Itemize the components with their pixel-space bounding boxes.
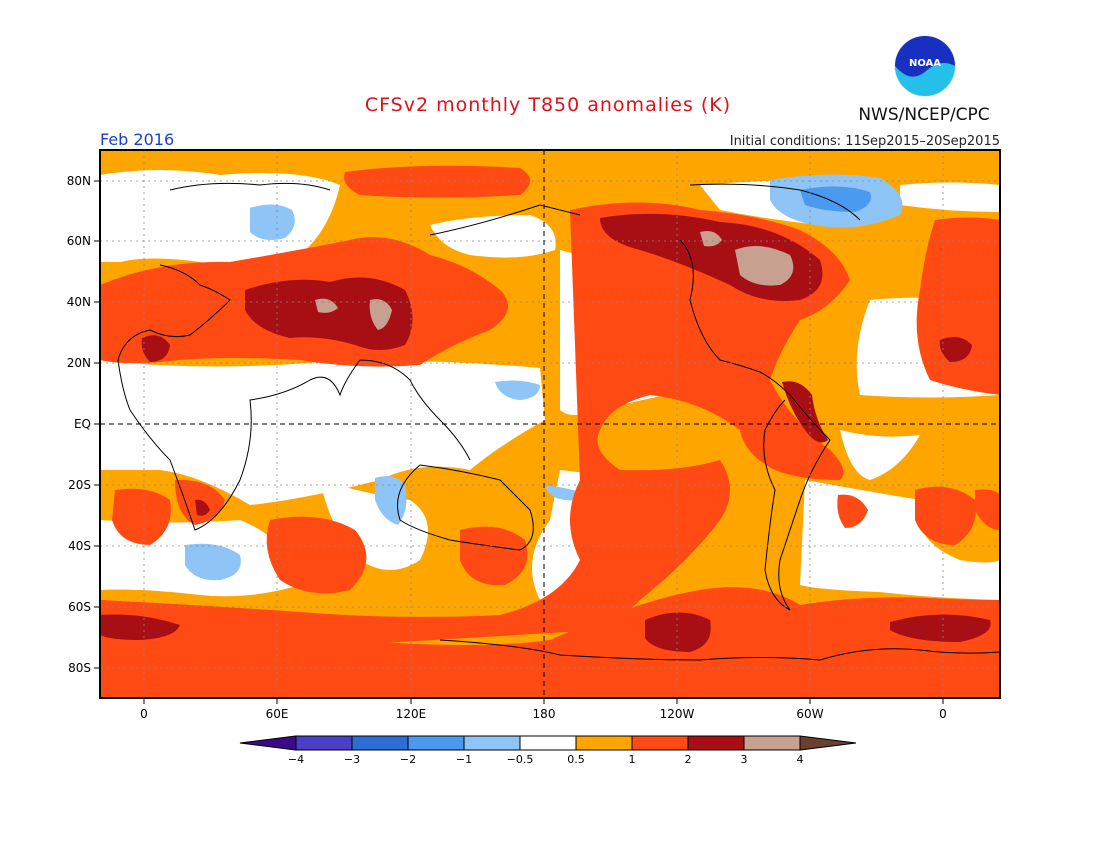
- initial-conditions: Initial conditions: 11Sep2015–20Sep2015: [730, 134, 1000, 149]
- agency-label: NWS/NCEP/CPC: [858, 105, 989, 125]
- warm-anomaly-regions: [100, 165, 1000, 698]
- lat-label: EQ: [74, 417, 91, 431]
- legend-swatch: [351, 735, 409, 751]
- noaa-logo-text: NOAA: [909, 58, 941, 69]
- lat-label: 60S: [68, 600, 91, 614]
- lon-label: 0: [140, 707, 148, 721]
- noaa-logo: NOAA: [894, 35, 956, 97]
- legend-swatch: [631, 735, 689, 751]
- longitude-labels: 0 60E 120E 180 120W 60W 0: [140, 707, 947, 721]
- lat-label: 60N: [67, 234, 91, 248]
- lat-label: 80N: [67, 174, 91, 188]
- legend-swatch: [575, 735, 633, 751]
- lat-label: 20N: [67, 356, 91, 370]
- map-ticks: [94, 180, 944, 704]
- legend-swatch: [295, 735, 353, 751]
- legend-label: 1: [629, 753, 636, 766]
- lat-label: 80S: [68, 661, 91, 675]
- coastlines: [117, 182, 1000, 661]
- valid-month: Feb 2016: [100, 130, 174, 149]
- legend-swatch: [463, 735, 521, 751]
- lat-label: 20S: [68, 478, 91, 492]
- legend-label: 0.5: [567, 753, 585, 766]
- anomaly-map: [100, 150, 1000, 698]
- legend-label: −1: [456, 753, 472, 766]
- color-legend: −4 −3 −2 −1 −0.5 0.5 1 2 3 4: [239, 735, 857, 766]
- latitude-labels: 80N 60N 40N 20N EQ 20S 40S 60S 80S: [67, 174, 91, 675]
- lat-label: 40S: [68, 539, 91, 553]
- legend-label: 4: [797, 753, 804, 766]
- legend-label: −3: [344, 753, 360, 766]
- lat-lon-grid: [100, 150, 1000, 698]
- legend-swatch: [519, 735, 577, 751]
- legend-label: 3: [741, 753, 748, 766]
- legend-arrow-low: [239, 735, 297, 751]
- legend-label: 2: [685, 753, 692, 766]
- legend-label: −0.5: [507, 753, 534, 766]
- lon-label: 60E: [266, 707, 289, 721]
- legend-swatch: [687, 735, 745, 751]
- lat-label: 40N: [67, 295, 91, 309]
- lon-label: 0: [939, 707, 947, 721]
- legend-swatch: [407, 735, 465, 751]
- lon-label: 120W: [660, 707, 695, 721]
- legend-arrow-high: [799, 735, 857, 751]
- legend-label: −4: [288, 753, 304, 766]
- extreme-warm-regions: [315, 231, 794, 330]
- legend-swatch: [743, 735, 801, 751]
- lon-label: 60W: [796, 707, 823, 721]
- legend-label: −2: [400, 753, 416, 766]
- lon-label: 120E: [396, 707, 427, 721]
- chart-title: CFSv2 monthly T850 anomalies (K): [365, 94, 731, 116]
- lon-label: 180: [533, 707, 556, 721]
